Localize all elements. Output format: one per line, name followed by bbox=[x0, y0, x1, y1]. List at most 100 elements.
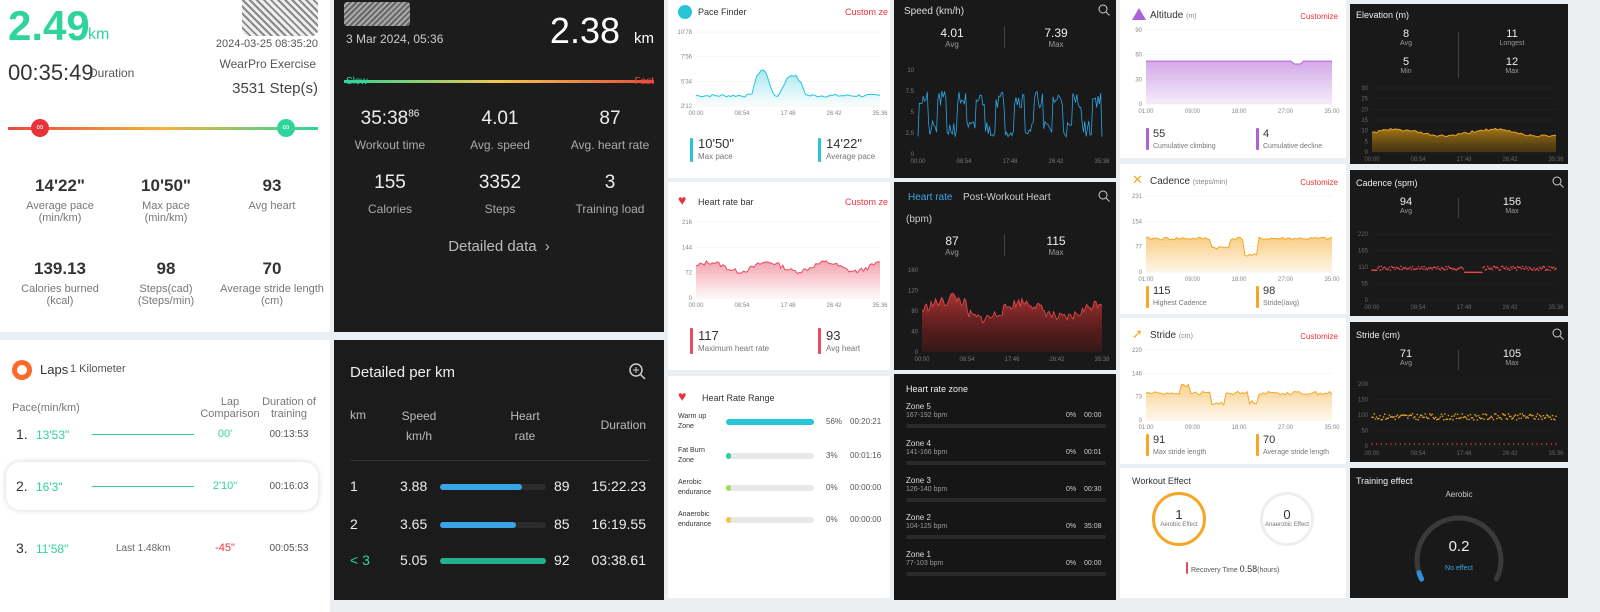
cadence-point bbox=[1431, 268, 1433, 271]
stride-point bbox=[1461, 413, 1464, 415]
cadence-point bbox=[1483, 265, 1486, 268]
stride-point bbox=[1492, 418, 1495, 421]
zone-time: 00:00:00 bbox=[850, 515, 882, 524]
cadence-point bbox=[1541, 267, 1543, 270]
zone-bar bbox=[726, 419, 814, 425]
stride-base-point bbox=[1437, 443, 1439, 445]
stride-point bbox=[1408, 414, 1410, 417]
y-tick-label: 2.5 bbox=[906, 131, 915, 137]
elevation-area bbox=[1372, 128, 1556, 152]
decline-value: 4 bbox=[1263, 128, 1270, 140]
cadence-point bbox=[1403, 267, 1406, 270]
cadence-point bbox=[1390, 265, 1393, 268]
slow-label: Slow bbox=[346, 76, 368, 87]
customize-link[interactable]: Customize bbox=[1300, 178, 1338, 187]
stride-point bbox=[1385, 418, 1387, 421]
stride-point bbox=[1519, 413, 1521, 415]
stride-point bbox=[1483, 418, 1486, 420]
cadence-point bbox=[1460, 266, 1462, 268]
zoom-icon[interactable] bbox=[1098, 190, 1110, 202]
route-thumbnail[interactable] bbox=[344, 2, 410, 26]
stride-point bbox=[1440, 413, 1443, 416]
distance-unit: km bbox=[88, 26, 110, 43]
zone-label: Aerobic endurance bbox=[678, 479, 712, 496]
zoom-icon[interactable] bbox=[1552, 176, 1564, 188]
distance-value: 2.49 bbox=[8, 2, 90, 49]
stride-point bbox=[1424, 413, 1427, 415]
tab-heart-rate[interactable]: Heart rate bbox=[908, 192, 953, 203]
custom-zone-link[interactable]: Custom ze bbox=[844, 197, 888, 207]
cadence-point bbox=[1437, 265, 1439, 268]
stride-base-point bbox=[1418, 443, 1420, 445]
cadence-point bbox=[1444, 269, 1446, 271]
zone-time: 35:08 bbox=[1084, 523, 1102, 530]
zone-label: Anaerobic endurance bbox=[678, 511, 712, 528]
stride-point bbox=[1464, 416, 1467, 419]
overview-unit: km bbox=[634, 30, 654, 47]
stride-base-point bbox=[1503, 443, 1505, 445]
start-marker-icon: ∞ bbox=[31, 119, 49, 137]
zone-time: 00:00 bbox=[1084, 560, 1102, 567]
map-thumbnail[interactable] bbox=[242, 0, 318, 36]
divider bbox=[1458, 32, 1459, 78]
stride-point bbox=[1488, 418, 1490, 420]
x-tick-label: 08:54 bbox=[1410, 157, 1426, 162]
cadence-point bbox=[1424, 268, 1427, 271]
tab-post-workout[interactable]: Post-Workout Heart bbox=[963, 192, 1051, 203]
altitude-card: Altitude (m) Customize 90 60 30 0 01:00 09:00… bbox=[1120, 0, 1346, 158]
zoom-icon[interactable] bbox=[1098, 4, 1110, 16]
customize-link[interactable]: Customize bbox=[1300, 332, 1338, 341]
stride-point bbox=[1379, 414, 1381, 417]
speed-card: Speed (km/h) 4.01 Avg 7.39 Max 10 7.5 5 2.5 0 0… bbox=[894, 0, 1116, 178]
stride-point bbox=[1433, 417, 1436, 420]
cadence-point bbox=[1549, 269, 1552, 272]
stride-point bbox=[1543, 417, 1546, 420]
stride-base-point bbox=[1380, 443, 1383, 445]
training-gauge bbox=[1414, 515, 1504, 582]
lap-duration: 00:05:53 bbox=[269, 543, 309, 554]
cadence-point bbox=[1389, 269, 1392, 271]
zoom-icon[interactable] bbox=[628, 362, 646, 380]
stride-point bbox=[1521, 413, 1524, 415]
y-tick-label: 73 bbox=[1135, 395, 1142, 401]
zoom-icon[interactable] bbox=[1552, 328, 1564, 340]
stride-point bbox=[1549, 416, 1552, 418]
cadence-dark-card: Cadence (spm) 94 Avg 156 Max 220 165 110 55 0 0… bbox=[1350, 170, 1568, 316]
cadence-point bbox=[1508, 269, 1511, 272]
stride-point bbox=[1496, 417, 1498, 420]
stride-base-point bbox=[1404, 443, 1406, 445]
lap-number: 3. bbox=[16, 540, 28, 556]
stride-point bbox=[1429, 413, 1431, 415]
speed-bar-fill bbox=[440, 522, 517, 528]
detailed-data-link[interactable]: Detailed data › bbox=[448, 238, 550, 255]
accent-bar bbox=[690, 138, 693, 162]
stride-chart: 220 146 73 001:00 09:00 18:00 27:00 35:00 bbox=[1132, 348, 1340, 431]
x-tick-label: 00:00 bbox=[914, 357, 930, 363]
y-tick-label: 20 bbox=[1361, 107, 1368, 113]
cadence-point bbox=[1519, 266, 1521, 269]
custom-zone-link[interactable]: Custom ze bbox=[844, 7, 888, 17]
cadence-point bbox=[1459, 266, 1461, 269]
stride-dark-card: Stride (cm) 71 Avg 105 Max 200 150 100 50 0 00:… bbox=[1350, 322, 1568, 462]
y-tick-label: 100 bbox=[1358, 413, 1369, 419]
cadence-point bbox=[1464, 271, 1467, 274]
cadence-point bbox=[1474, 271, 1476, 274]
y-tick-label: 144 bbox=[682, 245, 693, 251]
cadence-point bbox=[1501, 265, 1504, 268]
stride-base-point bbox=[1475, 443, 1477, 445]
customize-link[interactable]: Customize bbox=[1300, 12, 1338, 21]
gauge-fill bbox=[1416, 570, 1425, 582]
hr-avg: 87 Avg bbox=[945, 234, 959, 257]
zone-label: Fat Burn Zone bbox=[678, 447, 705, 464]
x-tick-label: 08:54 bbox=[734, 111, 750, 117]
laps-card: Laps 1 Kilometer Pace(min/km) Lap Compar… bbox=[0, 340, 330, 612]
zone-track bbox=[906, 535, 1106, 539]
stride-base-point bbox=[1399, 443, 1402, 445]
stride-base-point bbox=[1550, 443, 1552, 445]
finish-marker-icon: ∞ bbox=[277, 119, 295, 137]
zone-range: 167-192 bpm bbox=[906, 412, 948, 419]
overview-stat: 3352 Steps bbox=[478, 172, 522, 216]
stride-base-point bbox=[1446, 443, 1449, 445]
duration-value: 00:35:49 bbox=[8, 60, 94, 85]
stride-base-point bbox=[1508, 443, 1510, 445]
